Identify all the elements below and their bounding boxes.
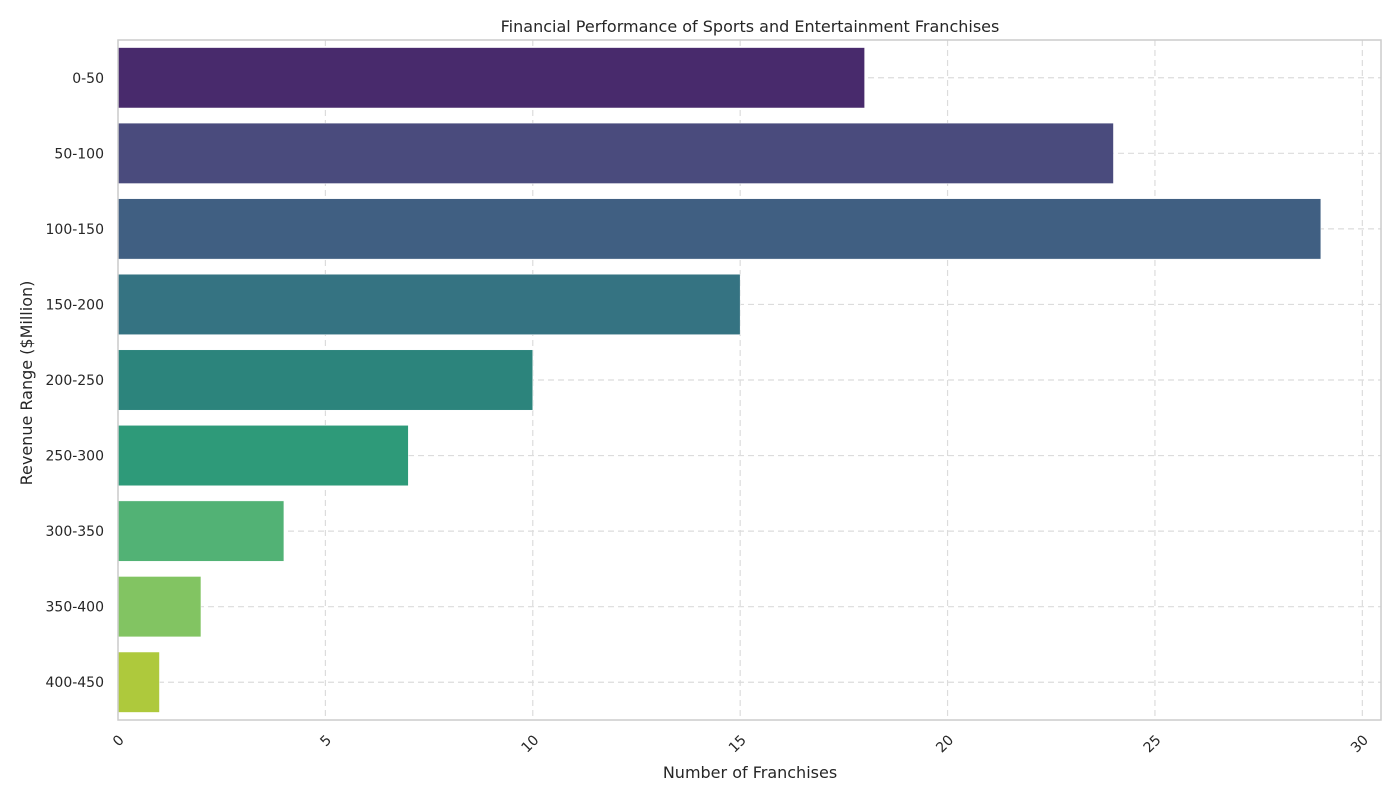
x-tick-label: 10 bbox=[518, 732, 542, 756]
bar-350-400 bbox=[117, 576, 202, 638]
bar-0-50 bbox=[117, 47, 865, 109]
bar-250-300 bbox=[117, 425, 409, 487]
y-tick-label: 150-200 bbox=[46, 297, 105, 313]
bar-50-100 bbox=[117, 122, 1114, 184]
x-tick-label: 20 bbox=[933, 732, 957, 756]
plot-frame bbox=[117, 39, 1382, 721]
x-axis-title: Number of Franchises bbox=[663, 763, 837, 782]
y-tick-label: 50-100 bbox=[54, 146, 104, 162]
x-tick-label: 5 bbox=[317, 732, 335, 750]
x-tick-label: 15 bbox=[726, 732, 750, 756]
plot-border bbox=[117, 39, 1382, 721]
y-tick-label: 400-450 bbox=[46, 675, 105, 691]
bars bbox=[117, 47, 1322, 713]
y-tick-label: 100-150 bbox=[46, 222, 105, 238]
x-tick-label: 0 bbox=[110, 732, 128, 750]
x-tick-label: 30 bbox=[1348, 732, 1372, 756]
bar-150-200 bbox=[117, 273, 741, 335]
bar-100-150 bbox=[117, 198, 1322, 260]
y-tick-label: 300-350 bbox=[46, 524, 105, 540]
y-tick-label: 200-250 bbox=[46, 373, 105, 389]
bar-400-450 bbox=[117, 651, 160, 713]
y-tick-labels: 0-50 50-100 100-150 150-200 200-250 250-300 30… bbox=[46, 71, 105, 691]
y-axis-title: Revenue Range ($Million) bbox=[17, 281, 36, 486]
bar-200-250 bbox=[117, 349, 534, 411]
y-tick-label: 0-50 bbox=[72, 71, 104, 87]
x-tick-labels: 0 5 10 15 20 25 30 bbox=[110, 732, 1372, 756]
y-tick-label: 250-300 bbox=[46, 449, 105, 465]
x-tick-label: 25 bbox=[1141, 732, 1165, 756]
chart-title: Financial Performance of Sports and Ente… bbox=[501, 17, 1000, 36]
y-tick-label: 350-400 bbox=[46, 600, 105, 616]
bar-300-350 bbox=[117, 500, 285, 562]
